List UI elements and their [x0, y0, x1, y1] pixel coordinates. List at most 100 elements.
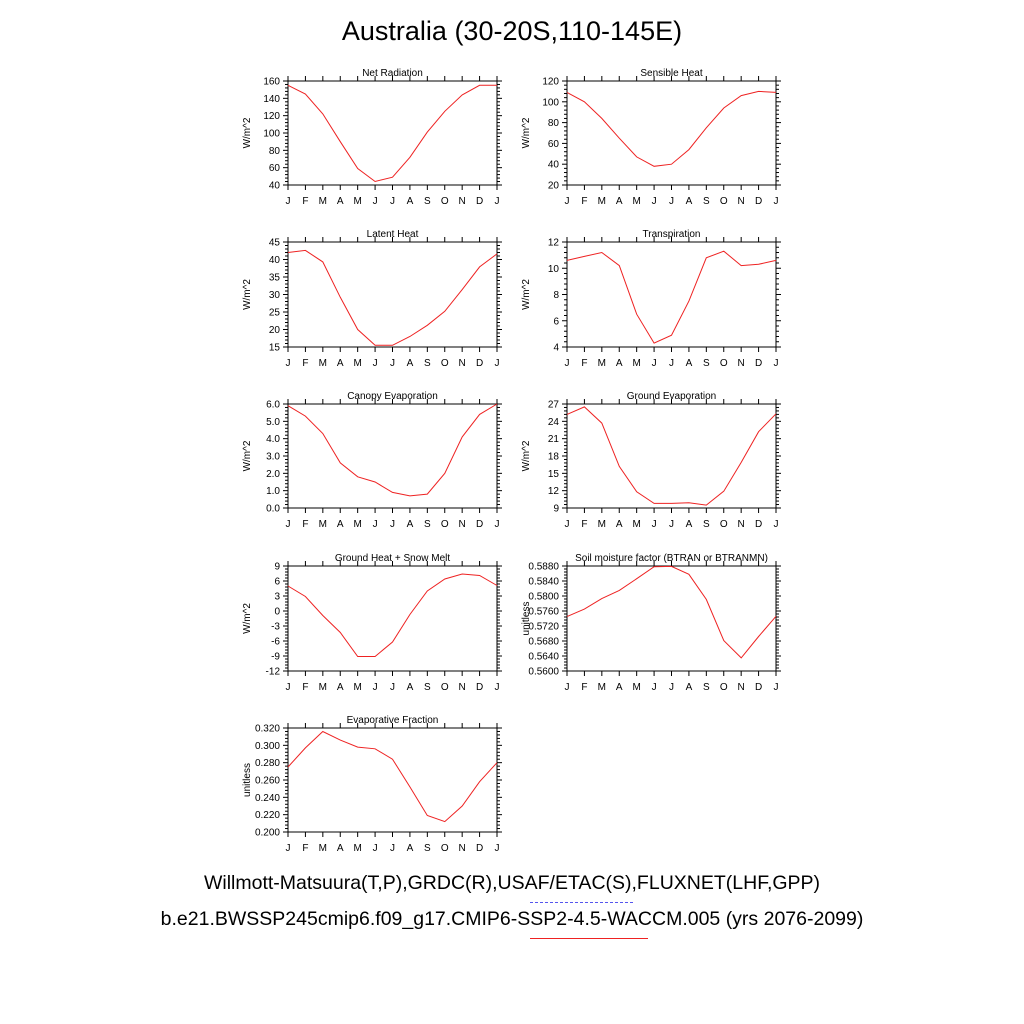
x-tick-label: J: [669, 519, 674, 530]
y-tick-label: 120: [263, 111, 280, 122]
panel-title: Canopy Evaporation: [347, 391, 438, 402]
y-tick-label: 0.240: [255, 793, 280, 804]
x-tick-label: N: [459, 843, 466, 854]
y-tick-label: 100: [542, 97, 559, 108]
x-tick-label: N: [738, 196, 745, 207]
y-tick-label: 5.0: [266, 417, 280, 428]
y-tick-label: 0.5800: [528, 592, 559, 603]
x-tick-label: O: [441, 196, 449, 207]
x-tick-label: J: [286, 196, 291, 207]
x-tick-label: F: [302, 519, 308, 530]
x-tick-label: S: [424, 682, 431, 693]
y-tick-label: 0.320: [255, 724, 280, 735]
x-tick-label: J: [390, 196, 395, 207]
x-tick-label: J: [286, 843, 291, 854]
x-tick-label: M: [598, 682, 606, 693]
x-tick-label: J: [774, 682, 779, 693]
x-tick-label: F: [302, 682, 308, 693]
x-tick-label: J: [495, 519, 500, 530]
x-tick-label: J: [495, 682, 500, 693]
x-tick-label: D: [476, 843, 483, 854]
x-tick-label: M: [353, 519, 361, 530]
x-tick-label: M: [319, 196, 327, 207]
x-tick-label: A: [407, 843, 414, 854]
y-tick-label: -9: [271, 652, 280, 663]
series-line: [287, 403, 498, 497]
series-line: [287, 249, 498, 346]
y-tick-label: 6: [274, 577, 280, 588]
series-line: [566, 90, 777, 167]
plot-frame: [287, 727, 498, 833]
series-line: [287, 84, 497, 183]
x-tick-label: N: [459, 196, 466, 207]
x-tick-label: S: [703, 196, 710, 207]
x-tick-label: M: [319, 358, 327, 369]
x-tick-label: A: [337, 519, 344, 530]
x-tick-label: M: [598, 519, 606, 530]
x-tick-label: F: [581, 519, 587, 530]
panel-title: Net Radiation: [362, 68, 423, 79]
y-tick-label: 0.5760: [528, 607, 559, 618]
x-tick-label: F: [581, 682, 587, 693]
x-tick-label: J: [669, 682, 674, 693]
x-tick-label: D: [476, 519, 483, 530]
panel-title: Transpiration: [643, 229, 701, 240]
legend-observations-swatch: [530, 902, 633, 903]
y-axis-label: W/m^2: [521, 440, 532, 471]
legend-model-label: b.e21.BWSSP245cmip6.f09_g17.CMIP6-SSP2-4…: [160, 908, 864, 930]
x-tick-label: M: [632, 682, 640, 693]
x-tick-label: J: [373, 519, 378, 530]
y-tick-label: 21: [548, 434, 560, 445]
x-tick-label: J: [495, 843, 500, 854]
x-tick-label: O: [441, 682, 449, 693]
x-tick-label: O: [720, 519, 728, 530]
y-tick-label: 1.0: [266, 486, 280, 497]
x-tick-label: J: [390, 358, 395, 369]
x-tick-label: J: [652, 196, 657, 207]
y-tick-label: 20: [269, 325, 281, 336]
x-tick-label: M: [319, 843, 327, 854]
x-tick-label: J: [390, 519, 395, 530]
x-tick-label: N: [459, 682, 466, 693]
y-tick-label: 60: [548, 139, 560, 150]
x-tick-label: D: [476, 682, 483, 693]
x-tick-label: D: [755, 358, 762, 369]
x-tick-label: N: [738, 519, 745, 530]
y-tick-label: 40: [548, 160, 560, 171]
x-tick-label: O: [441, 843, 449, 854]
x-tick-label: J: [774, 196, 779, 207]
x-tick-label: A: [337, 196, 344, 207]
y-tick-label: 24: [548, 417, 560, 428]
y-tick-label: 140: [263, 94, 280, 105]
plot-frame: [287, 80, 498, 186]
x-tick-label: M: [353, 196, 361, 207]
x-tick-label: M: [632, 358, 640, 369]
y-tick-label: -12: [266, 667, 281, 678]
x-tick-label: S: [424, 519, 431, 530]
y-tick-label: 6.0: [266, 400, 280, 411]
x-tick-label: J: [373, 358, 378, 369]
x-tick-label: J: [373, 196, 378, 207]
legend-observations-label: Willmott-Matsuura(T,P),GRDC(R),USAF/ETAC…: [203, 872, 821, 894]
y-axis-label: W/m^2: [242, 440, 253, 471]
x-tick-label: J: [390, 843, 395, 854]
x-tick-label: J: [286, 358, 291, 369]
x-tick-label: J: [565, 196, 570, 207]
y-tick-label: 40: [269, 181, 281, 192]
y-tick-label: 15: [548, 469, 560, 480]
y-tick-label: 12: [548, 238, 560, 249]
y-axis-label: W/m^2: [242, 603, 253, 634]
y-tick-label: 3: [274, 592, 280, 603]
x-tick-label: O: [441, 519, 449, 530]
x-tick-label: S: [424, 196, 431, 207]
y-tick-label: -6: [271, 637, 280, 648]
x-tick-label: N: [738, 682, 745, 693]
y-tick-label: 0.0: [266, 504, 280, 515]
x-tick-label: A: [616, 519, 623, 530]
plot-frame: [566, 241, 777, 348]
plot-frame: [287, 241, 498, 348]
